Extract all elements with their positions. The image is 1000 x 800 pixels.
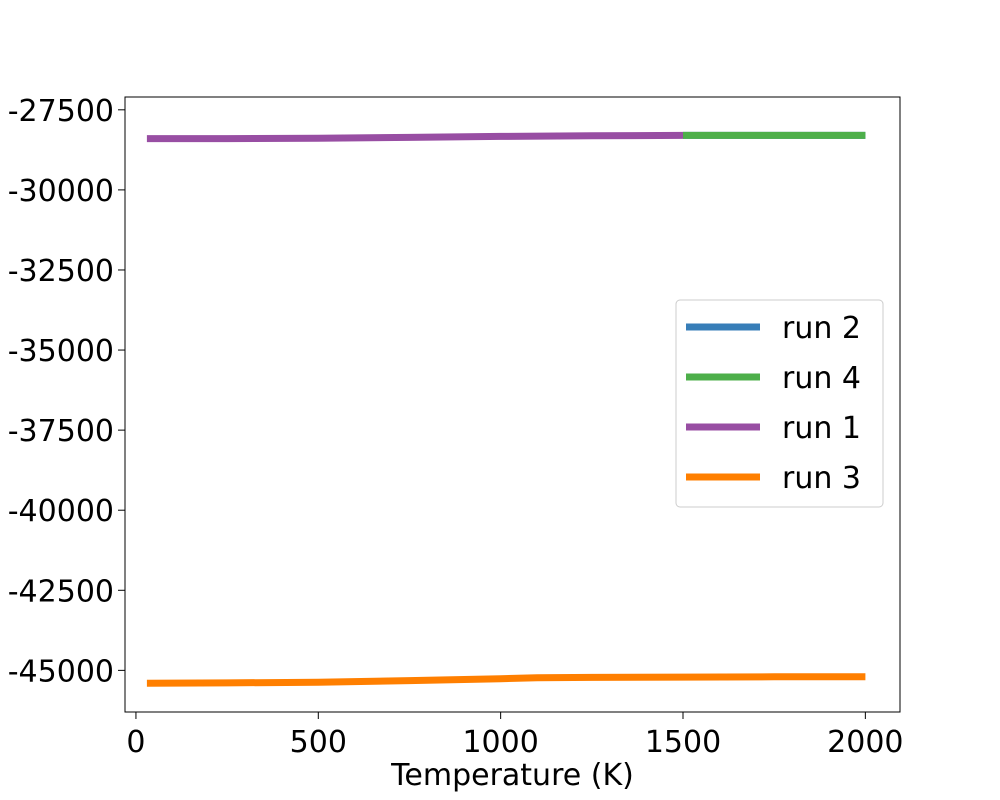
y-tick-label: -35000 (8, 334, 114, 369)
x-axis-label: Temperature (K) (390, 758, 634, 793)
x-tick-label: 2000 (827, 725, 903, 760)
legend-label: run 1 (782, 411, 861, 446)
legend-label: run 2 (782, 311, 861, 346)
x-tick-label: 0 (126, 725, 145, 760)
y-tick-label: -40000 (8, 494, 114, 529)
x-tick-label: 1000 (462, 725, 538, 760)
y-axis: -27500 -30000 -32500 -35000 -37500 -40000 -425… (8, 94, 125, 689)
plot-lines (146, 131, 866, 687)
y-tick-label: -37500 (8, 414, 114, 449)
series-line-run-3 (146, 673, 866, 687)
legend-label: run 4 (782, 361, 861, 396)
axes-frame (124, 96, 901, 713)
legend: run 2 run 4 run 1 run 3 (675, 299, 884, 508)
y-tick-label: -45000 (8, 654, 114, 689)
y-tick-label: -30000 (8, 174, 114, 209)
legend-label: run 3 (782, 461, 861, 496)
y-tick-label: -32500 (8, 254, 114, 289)
y-tick-label: -42500 (8, 574, 114, 609)
x-axis: 0 500 1000 1500 2000 (126, 712, 904, 760)
y-tick-label: -27500 (8, 94, 114, 129)
series-line-run-1 (146, 131, 684, 143)
x-tick-label: 500 (290, 725, 347, 760)
x-tick-label: 1500 (645, 725, 721, 760)
legend-box (675, 299, 884, 508)
